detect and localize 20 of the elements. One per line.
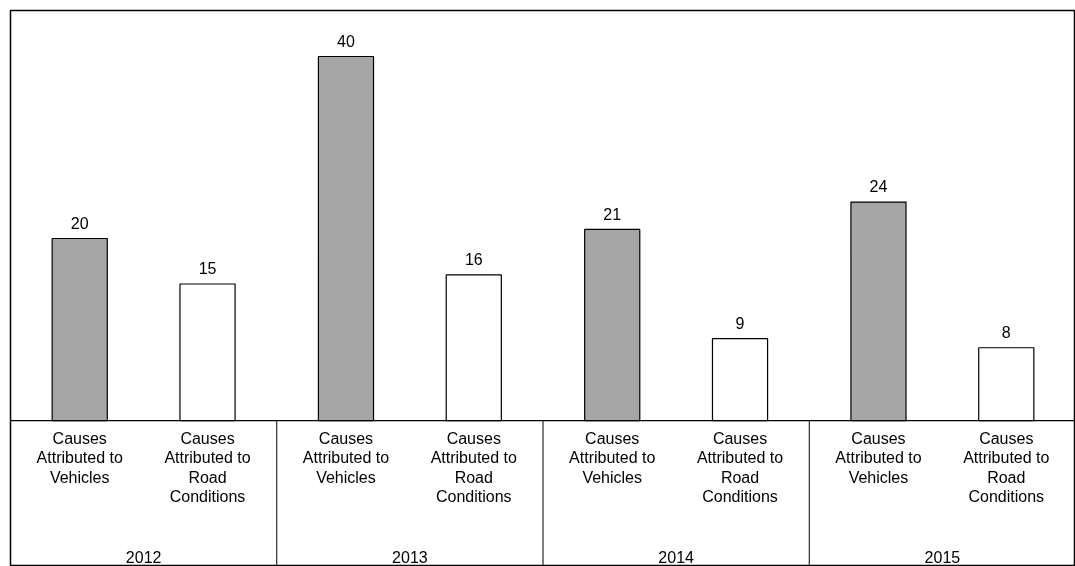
x-tick-label: Causes Attributed to Road Conditions [164,429,251,506]
x-tick-label: Causes Attributed to Vehicles [835,429,922,486]
x-tick-label: Causes Attributed to Vehicles [569,429,656,486]
x-tick-label: Causes Attributed to Vehicles [36,429,123,486]
text: 2015 [924,548,961,566]
x-tick-label: Causes Attributed to Vehicles [302,429,390,486]
data-label: 20 [70,214,89,232]
data-label: 16 [464,251,483,269]
data-label: 15 [198,260,217,278]
data-label: 24 [869,178,888,196]
data-label: 21 [603,205,622,223]
text: 2014 [658,548,695,566]
x-tick-label: Causes Attributed to Road Conditions [696,429,784,506]
data-label: 9 [735,314,745,332]
x-tick-label: Causes Attributed to Road Conditions [963,429,1050,506]
x-tick-label: Causes Attributed to Road Conditions [430,429,518,506]
text: 2012 [125,548,162,566]
data-label: 8 [1001,323,1011,341]
text: 2013 [392,548,428,566]
data-label: 40 [337,32,355,50]
